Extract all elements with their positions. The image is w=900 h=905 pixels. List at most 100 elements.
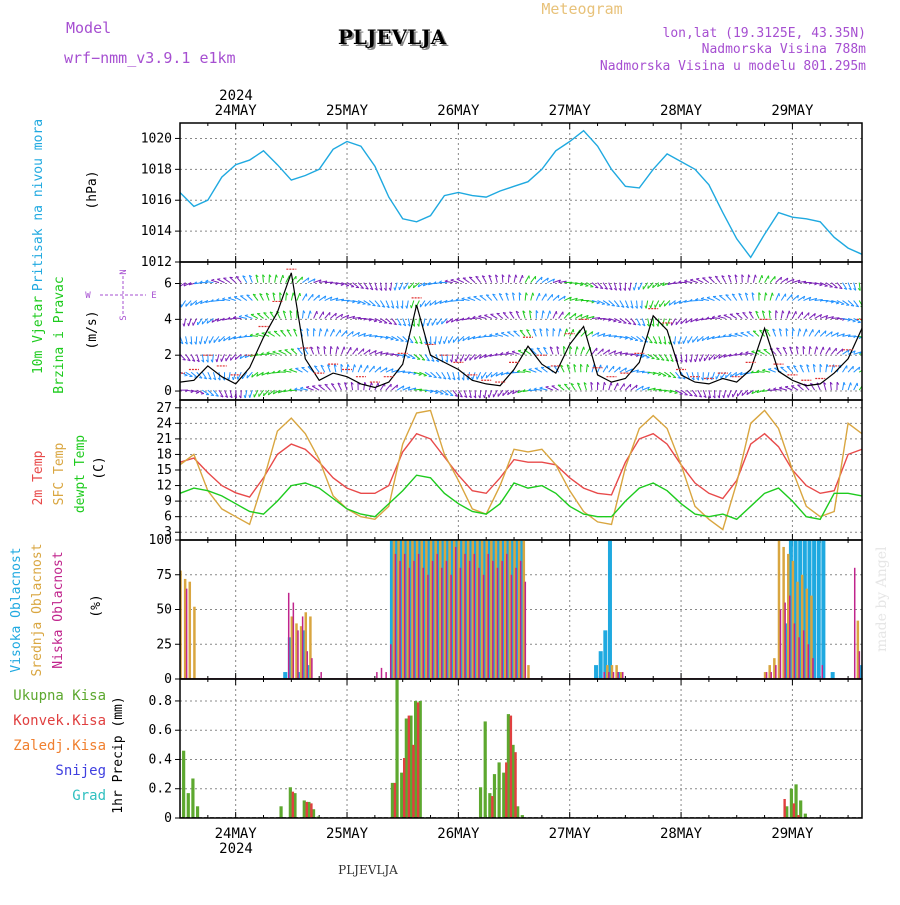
date-bottom-27MAY: 27MAY (549, 826, 592, 842)
wind-barb-head (709, 277, 712, 278)
precip-bar (514, 752, 516, 818)
model-label: Model (66, 19, 111, 37)
precip-bar (306, 802, 308, 818)
cloud-bar (409, 568, 411, 679)
wind-barb-head (202, 321, 203, 324)
cloud-bar (859, 651, 861, 679)
cloud-bar (376, 672, 378, 679)
cloud-bar (413, 561, 415, 679)
cloud-bar (527, 665, 530, 679)
wind-barb-head (584, 347, 585, 350)
precip-bar (783, 799, 785, 818)
precip-bar (790, 789, 793, 818)
cloud-bar (831, 672, 835, 679)
wind-barb-head (262, 333, 265, 334)
cloud-bar (283, 672, 287, 679)
cloud-bar (603, 672, 605, 679)
precip-bar (502, 773, 505, 818)
legend-item: Zaledj.Kisa (13, 738, 106, 754)
cloud-bar (594, 665, 598, 679)
cloud-bar (427, 575, 429, 679)
ytick-label: 100 (149, 533, 172, 548)
ytick-label: 1014 (141, 224, 172, 239)
wind-barb-head (628, 324, 631, 325)
wind-barb-head (486, 295, 489, 296)
wind-barb-head (183, 359, 186, 360)
date-top-29MAY: 29MAY (771, 103, 814, 119)
cloud-bar (432, 561, 434, 679)
cloud-bar (789, 596, 791, 679)
ytick-label: 0.4 (149, 752, 173, 767)
wind-barb-head (263, 393, 264, 396)
wind-barb-head (219, 339, 220, 342)
cloud-bar (506, 554, 508, 679)
precip-bar (403, 758, 405, 818)
coords-label: lon,lat (19.3125E, 43.35N) (663, 26, 867, 41)
cloud-bar (617, 672, 619, 679)
date-bottom-25MAY: 25MAY (326, 826, 369, 842)
date-top-27MAY: 27MAY (549, 103, 592, 119)
legend-item: Grad (72, 788, 106, 804)
precip-bar (292, 792, 294, 818)
wind-barb (480, 390, 481, 398)
wind-barb-head (424, 376, 427, 377)
cloud-bar (193, 607, 196, 679)
wind-barb-head (600, 288, 603, 289)
wind-barb-head (762, 275, 763, 278)
wind-barb-head (664, 303, 665, 306)
pressure-unit: (hPa) (85, 170, 100, 209)
wind-barb-head (742, 393, 743, 396)
legend-item: Snijeg (55, 763, 106, 779)
wind-barb-head (585, 286, 588, 287)
cloud-bar (608, 540, 612, 679)
ytick-label: 15 (156, 463, 172, 478)
ytick-label: 18 (156, 447, 172, 462)
cloud-bar (487, 554, 489, 679)
cloud-bar (288, 593, 290, 679)
cloud-bar (775, 665, 777, 679)
cloud-bar (821, 540, 825, 679)
precip-bar (391, 783, 394, 818)
cloud-bar (497, 568, 499, 679)
cloud-bar (808, 644, 810, 679)
precip-bar (187, 793, 190, 818)
wind-barb-head (460, 359, 461, 362)
compass-e: E (151, 291, 156, 301)
cloud-bar (469, 561, 471, 679)
wind-barb-head (306, 387, 309, 388)
wind-barb-head (363, 304, 366, 305)
precip-bar (505, 762, 507, 818)
ytick-label: 4 (164, 312, 172, 327)
date-top-25MAY: 25MAY (326, 103, 369, 119)
wind-barb-head (503, 393, 504, 396)
wind-barb-head (221, 359, 222, 362)
precip-bar (412, 745, 414, 818)
wind-ylabel: 10m Vjetar (31, 296, 46, 374)
cloud-bar (854, 568, 856, 679)
cloud-bar (613, 672, 615, 679)
wind-barb-head (726, 295, 729, 296)
wind-barb-head (630, 339, 633, 340)
ytick-label: 0.8 (149, 694, 172, 709)
wind-barb-head (779, 293, 780, 296)
wind-barb (757, 372, 765, 373)
low-cloud-ylabel: Niska Oblacnost (51, 551, 66, 668)
wind-barb-head (300, 293, 301, 296)
wind-barb-head (681, 321, 682, 324)
wind-barb-head (601, 365, 602, 368)
precip-bar (310, 803, 312, 818)
cloud-bar (404, 554, 406, 679)
wind-barb-head (361, 288, 364, 289)
cloud-bar (511, 575, 513, 679)
cloud-bar (390, 644, 392, 679)
wind-barb-head (235, 357, 236, 360)
wind-barb-head (785, 386, 788, 387)
ytick-label: 9 (164, 494, 172, 509)
precip-bar (491, 796, 493, 818)
wind-barb (233, 318, 241, 319)
cloud-bar (501, 561, 503, 679)
precip-bar (289, 787, 292, 818)
wind-barb-head (501, 333, 504, 334)
date-top-28MAY: 28MAY (660, 103, 703, 119)
wind-barb-head (823, 347, 824, 350)
